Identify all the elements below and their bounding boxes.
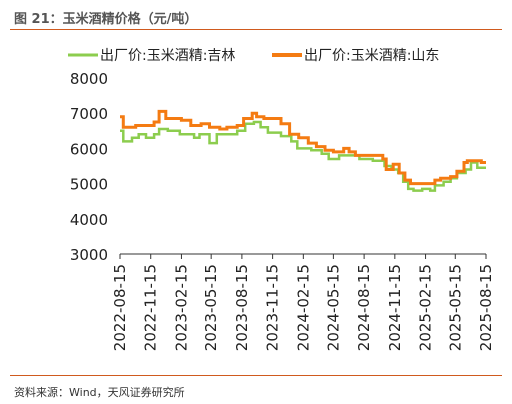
x-tick-label: 2025-05-15 [446,264,464,351]
x-tick-label: 2022-08-15 [111,264,129,351]
x-tick-label: 2024-11-15 [386,264,404,351]
line-chart: 3000 4000 5000 6000 7000 8000 2022-08-15 2022-1… [68,48,495,351]
legend-label: 出厂价:玉米酒精:吉林 [100,48,235,64]
x-tick-label: 2024-05-15 [324,264,342,351]
x-tick-label: 2024-02-15 [294,264,312,351]
title-divider [10,29,502,30]
source-divider [10,375,502,376]
series-line-jilin [120,120,486,192]
legend-label: 出厂价:玉米酒精:山东 [304,48,439,64]
x-tick-label: 2023-02-15 [172,264,190,351]
series-line-shandong [120,109,486,186]
x-tick-label: 2023-08-15 [233,264,251,351]
x-tick-label: 2024-08-15 [355,264,373,351]
y-tick-label: 6000 [70,140,108,158]
x-tick-label: 2023-11-15 [264,264,282,351]
x-tick-label: 2022-11-15 [142,264,160,351]
y-tick-label: 8000 [70,70,108,88]
y-tick-label: 5000 [70,176,108,194]
x-tick-label: 2025-02-15 [417,264,435,351]
y-tick-label: 4000 [70,211,108,229]
y-tick-label: 3000 [70,246,108,264]
source-note: 资料来源：Wind，天风证券研究所 [14,386,185,399]
x-tick-label: 2025-08-15 [477,264,495,351]
chart-title: 图 21：玉米酒精价格（元/吨） [14,12,198,27]
x-tick-label: 2023-05-15 [202,264,220,351]
y-tick-label: 7000 [70,105,108,123]
